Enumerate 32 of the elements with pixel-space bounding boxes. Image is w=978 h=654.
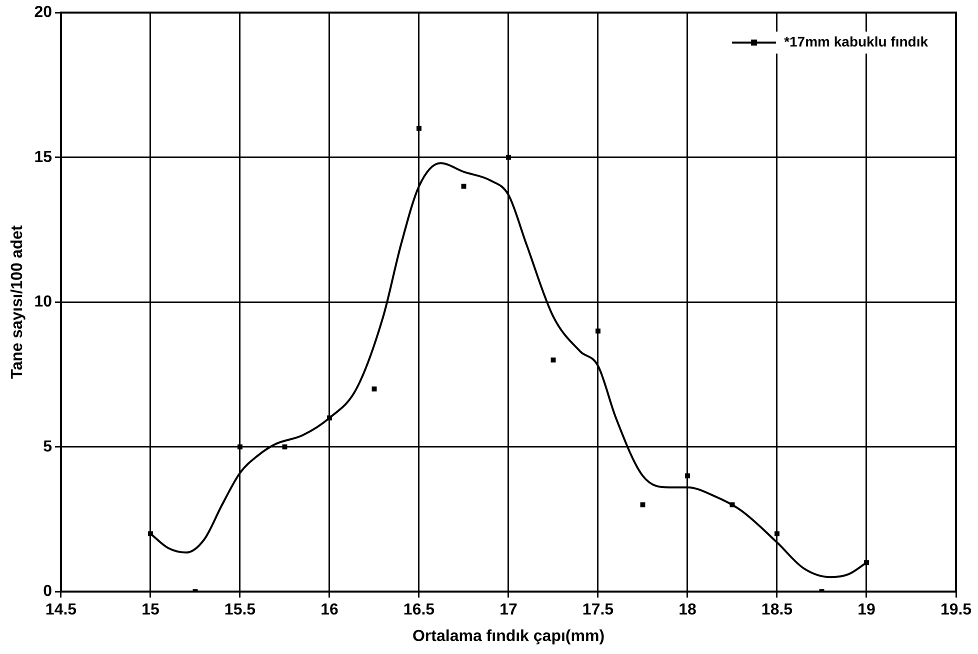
x-tick-label: 17.5 [582,602,614,619]
legend-label: *17mm kabuklu fındık [784,33,928,50]
y-axis-title: Tane sayısı/100 adet [9,224,26,379]
x-tick-label: 15.5 [224,602,256,619]
point [148,531,153,536]
point [461,184,466,189]
point [685,473,690,478]
point [416,126,422,131]
point [372,386,377,392]
point [550,358,556,362]
y-tick-label: 10 [34,294,52,311]
x-tick-label: 18.5 [761,602,793,619]
y-tick-label: 20 [34,4,52,22]
point [774,531,780,536]
x-tick-label: 14.5 [45,602,77,619]
x-axis-title: Ortalama fındık çapı(mm) [412,628,605,645]
point [238,444,242,450]
y-tick-label: 0 [43,583,52,600]
point [864,560,869,566]
x-tick-label: 15 [142,602,160,619]
point [327,415,332,420]
y-tick-label: 15 [34,148,52,166]
x-tick-label: 19.5 [940,602,972,619]
x-tick-label: 16.5 [403,602,435,619]
x-tick-label: 18 [678,602,696,619]
point [282,444,288,450]
point [506,154,511,160]
x-tick-label: 17 [500,602,518,619]
y-tick-label: 5 [43,438,52,456]
x-tick-label: 19 [858,602,876,619]
point [596,328,600,334]
x-tick-label: 16 [320,602,338,619]
